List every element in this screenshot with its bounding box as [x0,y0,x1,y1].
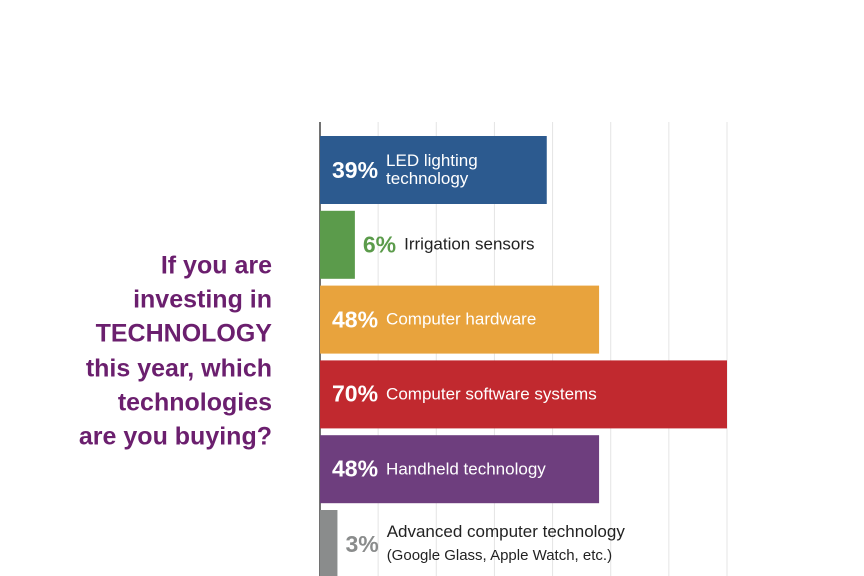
value-label: 6% [362,231,397,258]
category-label: LED lighting technology [386,151,478,188]
category-sublabel: (Google Glass, Apple Watch, etc.) [386,547,613,564]
chart-title-line: TECHNOLOGY [95,319,272,348]
bar-label: 70% Computer software systems [332,381,715,408]
chart-title-line: are you buying? [78,422,272,451]
bar [320,360,727,429]
category-label: Advanced computer technology (Google Glas… [386,522,625,565]
chart-title-line: technologies [117,388,272,417]
value-label: 70% [332,380,379,407]
category-label: Computer software systems [386,384,597,404]
bar [320,510,338,576]
bar [320,210,355,279]
category-label: Computer hardware [386,309,537,329]
value-label: 3% [345,530,379,557]
bar [320,285,600,354]
bar [320,136,547,204]
bar [320,435,600,504]
category-label: Handheld technology [386,459,546,479]
value-label: 48% [332,455,379,482]
bar-label: 3% Advanced computer technology (Google Gl… [345,523,624,565]
category-label: Irrigation sensors [404,234,535,254]
value-label: 39% [332,156,379,183]
bar-label: 6% Irrigation sensors [363,231,535,258]
bar-label: 39% LED lighting technology [332,152,535,188]
chart-title-line: this year, which [85,354,272,383]
bar-label: 48% Computer hardware [332,306,587,333]
value-label: 48% [332,306,379,333]
chart-title-line: investing in [133,285,272,314]
chart-title-line: If you are [160,251,272,280]
bar-label: 48% Handheld technology [332,456,587,483]
